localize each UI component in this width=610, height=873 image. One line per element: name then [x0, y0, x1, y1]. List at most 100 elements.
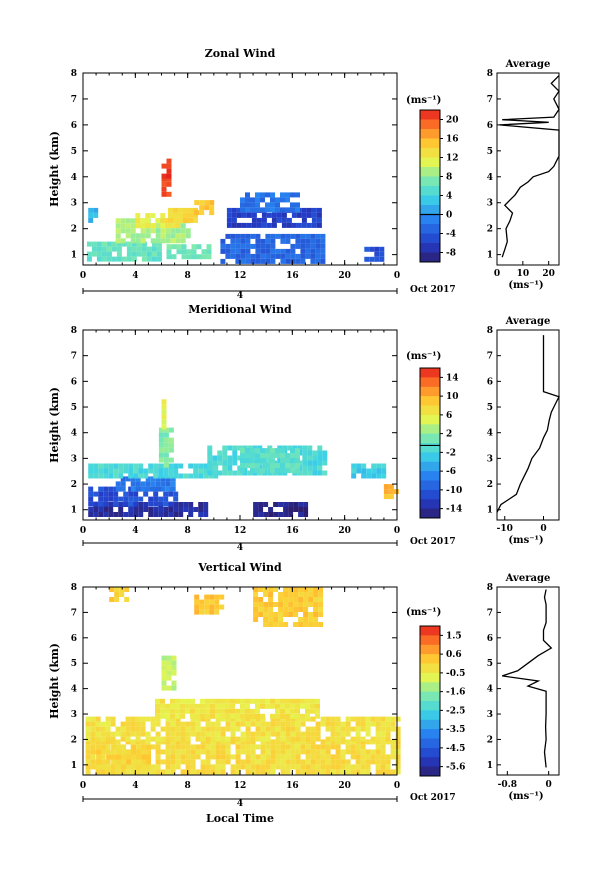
heatmap-cell	[86, 241, 92, 247]
heatmap-cell	[306, 222, 312, 228]
colorbar-tick-label: -4	[446, 230, 456, 240]
heatmap-cell	[265, 202, 270, 208]
heatmap-cell	[280, 713, 285, 719]
heatmap-cell	[168, 457, 174, 463]
heatmap-cell	[166, 685, 172, 691]
colorbar-segment	[420, 471, 440, 481]
heatmap-cell	[210, 764, 216, 770]
heatmap-cell	[366, 468, 372, 474]
heatmap-cell	[145, 213, 151, 219]
heatmap-cell	[315, 713, 320, 719]
heatmap-cell	[376, 463, 382, 469]
heatmap-cell	[280, 248, 286, 254]
colorbar-segment	[420, 119, 440, 130]
heatmap-cell	[240, 202, 245, 208]
heatmap-cell	[158, 442, 164, 448]
heatmap-cell	[350, 754, 356, 760]
heatmap-cell	[280, 258, 286, 264]
heatmap-cell	[275, 754, 281, 760]
colorbar-tick-label: 8	[446, 173, 452, 183]
heatmap-cell	[310, 703, 315, 709]
heatmap-cell	[181, 254, 187, 260]
heatmap-cell	[278, 502, 284, 507]
heatmap-cell	[85, 726, 91, 732]
heatmap-cell	[126, 241, 132, 247]
heatmap-cell	[365, 764, 371, 770]
heatmap-cell	[96, 754, 102, 760]
heatmap-cell	[318, 587, 324, 592]
heatmap-cell	[265, 703, 270, 709]
heatmap-cell	[191, 249, 197, 255]
heatmap-cell	[280, 726, 286, 732]
heatmap-cell	[225, 749, 231, 755]
heatmap-cell	[161, 680, 167, 686]
heatmap-cell	[150, 223, 156, 229]
heatmap-cell	[161, 424, 167, 430]
heatmap-cell	[290, 721, 296, 727]
heatmap-cell	[170, 759, 176, 765]
heatmap-cell	[88, 486, 94, 492]
heatmap-cell	[193, 463, 199, 469]
heatmap-cell	[199, 599, 205, 605]
heatmap-cell	[298, 602, 304, 607]
heatmap-cell	[245, 207, 250, 213]
heatmap-cell	[345, 716, 351, 722]
heatmap-cell	[281, 222, 287, 228]
heatmap-cell	[255, 703, 260, 709]
heatmap-cell	[325, 716, 331, 722]
heatmap-cell	[100, 731, 106, 737]
heatmap-cell	[200, 744, 206, 750]
heatmap-cell	[170, 721, 176, 727]
chart-title: Vertical Wind	[197, 561, 282, 574]
colorbar-segment	[420, 766, 440, 777]
heatmap-cell	[88, 491, 94, 497]
heatmap-cell	[125, 726, 131, 732]
heatmap-cell	[307, 460, 313, 466]
colorbar-segment	[420, 167, 440, 177]
heatmap-cell	[245, 463, 250, 469]
heatmap-cell	[263, 502, 269, 507]
heatmap-cell	[200, 703, 205, 709]
x-tick-label: 20	[338, 526, 351, 536]
heatmap-cell	[315, 703, 320, 709]
heatmap-cell	[280, 754, 286, 760]
heatmap-cell	[195, 744, 201, 750]
heatmap-cell	[310, 764, 316, 770]
heatmap-cell	[335, 726, 341, 732]
heatmap-cell	[280, 468, 285, 474]
heatmap-cell	[155, 731, 161, 737]
heatmap-cell	[150, 213, 156, 219]
heatmap-cell	[295, 716, 301, 722]
heatmap-cell	[161, 665, 167, 671]
heatmap-cell	[345, 721, 351, 727]
heatmap-cell	[220, 698, 225, 704]
heatmap-cell	[171, 670, 177, 676]
heatmap-cell	[209, 594, 215, 600]
heatmap-cell	[355, 759, 361, 765]
heatmap-cell	[265, 749, 271, 755]
x-tick-label: 0	[394, 271, 400, 281]
heatmap-cell	[320, 243, 326, 249]
heatmap-cell	[170, 223, 176, 229]
heatmap-cell	[255, 713, 260, 719]
heatmap-cell	[285, 769, 291, 775]
heatmap-cell	[265, 739, 271, 745]
heatmap-cell	[313, 617, 319, 622]
colorbar-segment	[420, 626, 440, 636]
heatmap-cell	[231, 217, 237, 223]
heatmap-cell	[375, 726, 381, 732]
heatmap-cell	[210, 698, 215, 704]
heatmap-cell	[205, 759, 211, 765]
heatmap-cell	[270, 726, 276, 732]
heatmap-cell	[108, 496, 114, 502]
heatmap-cell	[163, 501, 169, 507]
heatmap-cell	[370, 736, 376, 742]
heatmap-cell	[210, 754, 216, 760]
heatmap-cell	[201, 254, 207, 260]
profile-y-tick-label: 6	[487, 634, 493, 644]
heatmap-cell	[140, 721, 146, 727]
heatmap-cell	[265, 248, 271, 254]
heatmap-cell	[205, 716, 211, 722]
heatmap-cell	[198, 468, 204, 474]
heatmap-cell	[165, 759, 171, 765]
